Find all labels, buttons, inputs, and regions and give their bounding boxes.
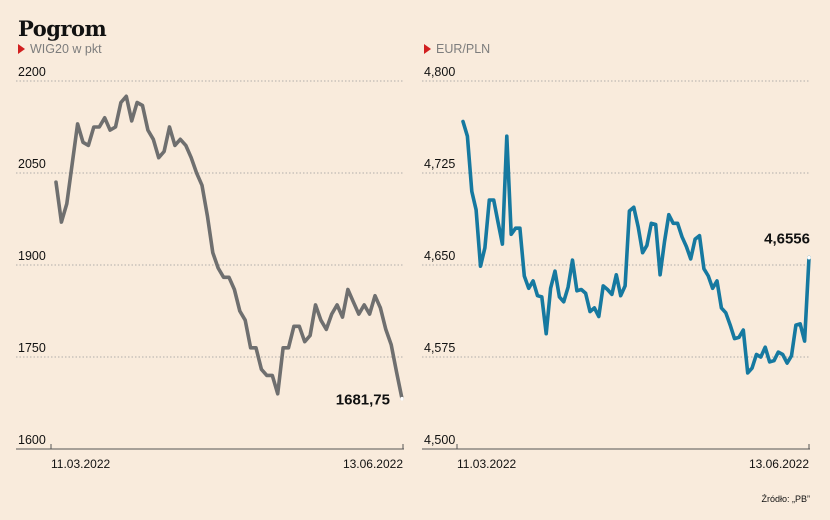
eurpln-last-point bbox=[807, 255, 811, 260]
wig20-chart: 1600 1750 1900 2050 2200 11.03.2022 13.06.2022… bbox=[16, 65, 404, 471]
eurpln-chart: 4,500 4,575 4,650 4,725 4,800 11.03.2022 13.06… bbox=[422, 65, 811, 471]
eurpln-x-start-label: 11.03.2022 bbox=[457, 457, 516, 471]
eurpln-ytick-label: 4,500 bbox=[424, 433, 455, 447]
eurpln-subtitle-text: EUR/PLN bbox=[436, 42, 491, 56]
eurpln-last-value-label: 4,6556 bbox=[764, 231, 810, 248]
chart-title: Pogrom bbox=[18, 16, 107, 41]
red-triangle-icon bbox=[18, 44, 25, 54]
wig20-series-line bbox=[54, 94, 404, 401]
eurpln-ytick-label: 4,800 bbox=[424, 65, 455, 79]
wig20-last-value-label: 1681,75 bbox=[336, 392, 390, 409]
wig20-ytick-label: 1900 bbox=[18, 249, 46, 263]
eurpln-x-end-label: 13.06.2022 bbox=[749, 457, 809, 471]
source-note: Źródło: „PB” bbox=[761, 494, 810, 504]
eurpln-ytick-label: 4,575 bbox=[424, 341, 455, 355]
wig20-ytick-label: 1600 bbox=[18, 433, 46, 447]
red-triangle-icon bbox=[424, 44, 431, 54]
eurpln-ytick-label: 4,650 bbox=[424, 249, 455, 263]
wig20-ytick-label: 1750 bbox=[18, 341, 46, 355]
eurpln-subtitle: EUR/PLN bbox=[424, 42, 490, 56]
eurpln-series-line bbox=[461, 119, 811, 375]
wig20-ytick-label: 2050 bbox=[18, 157, 46, 171]
wig20-ytick-label: 2200 bbox=[18, 65, 46, 79]
eurpln-ytick-label: 4,725 bbox=[424, 157, 455, 171]
wig20-subtitle-text: WIG20 w pkt bbox=[30, 42, 102, 56]
wig20-x-end-label: 13.06.2022 bbox=[343, 457, 403, 471]
wig20-subtitle: WIG20 w pkt bbox=[18, 42, 102, 56]
wig20-last-point bbox=[400, 396, 404, 401]
wig20-x-start-label: 11.03.2022 bbox=[51, 457, 110, 471]
